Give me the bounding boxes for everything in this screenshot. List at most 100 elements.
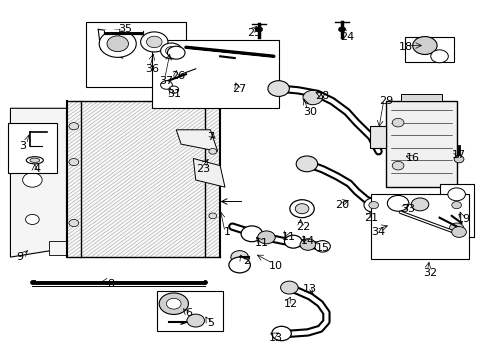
Circle shape xyxy=(208,213,216,219)
Text: 1: 1 xyxy=(224,227,230,237)
Text: 2: 2 xyxy=(243,256,250,266)
Text: 22: 22 xyxy=(295,222,309,231)
Circle shape xyxy=(241,226,262,242)
Text: 21: 21 xyxy=(364,213,378,222)
Text: 7: 7 xyxy=(206,132,213,142)
Text: 13: 13 xyxy=(269,333,283,343)
Circle shape xyxy=(230,251,248,264)
Circle shape xyxy=(391,161,403,170)
Circle shape xyxy=(159,293,188,315)
Circle shape xyxy=(412,37,436,54)
Text: 25: 25 xyxy=(247,28,261,38)
Text: 36: 36 xyxy=(144,64,159,74)
Circle shape xyxy=(141,32,167,52)
Text: 3: 3 xyxy=(19,141,26,151)
Circle shape xyxy=(451,202,461,209)
Circle shape xyxy=(166,298,181,309)
Circle shape xyxy=(69,158,79,166)
FancyBboxPatch shape xyxy=(385,101,456,187)
Text: 26: 26 xyxy=(171,71,185,81)
Circle shape xyxy=(300,239,315,250)
Text: 35: 35 xyxy=(118,24,132,35)
Circle shape xyxy=(69,123,79,130)
Circle shape xyxy=(69,220,79,226)
Circle shape xyxy=(99,30,136,57)
Circle shape xyxy=(160,81,172,89)
FancyBboxPatch shape xyxy=(8,123,57,173)
Circle shape xyxy=(303,90,322,105)
Text: 13: 13 xyxy=(303,284,317,294)
Text: 34: 34 xyxy=(371,227,385,237)
FancyBboxPatch shape xyxy=(49,241,66,255)
Circle shape xyxy=(107,36,128,51)
Text: 6: 6 xyxy=(184,308,191,318)
Circle shape xyxy=(386,195,408,211)
Circle shape xyxy=(430,50,447,63)
Polygon shape xyxy=(10,108,66,257)
Text: 9: 9 xyxy=(17,252,24,262)
Polygon shape xyxy=(176,130,217,151)
Circle shape xyxy=(314,240,330,252)
Text: 18: 18 xyxy=(398,42,412,52)
Circle shape xyxy=(22,173,42,187)
Circle shape xyxy=(25,215,39,225)
FancyBboxPatch shape xyxy=(439,184,473,237)
Circle shape xyxy=(363,198,383,212)
Bar xyxy=(66,101,220,257)
Ellipse shape xyxy=(26,157,43,164)
Circle shape xyxy=(338,27,345,32)
FancyBboxPatch shape xyxy=(400,94,441,101)
Circle shape xyxy=(167,46,184,59)
Text: 19: 19 xyxy=(456,215,470,224)
Circle shape xyxy=(410,198,428,211)
Text: 23: 23 xyxy=(196,164,210,174)
Circle shape xyxy=(160,43,182,59)
Text: 20: 20 xyxy=(334,200,348,210)
Text: 16: 16 xyxy=(405,153,419,163)
Circle shape xyxy=(295,204,308,214)
Circle shape xyxy=(228,257,250,273)
Text: 37: 37 xyxy=(159,76,173,86)
Circle shape xyxy=(368,202,378,209)
Circle shape xyxy=(257,231,275,244)
Text: 11: 11 xyxy=(281,232,295,242)
Text: 15: 15 xyxy=(315,243,329,253)
Text: 11: 11 xyxy=(254,238,268,248)
Text: 12: 12 xyxy=(283,299,297,309)
Text: 17: 17 xyxy=(451,150,465,160)
Circle shape xyxy=(267,81,289,96)
Text: 28: 28 xyxy=(315,91,329,101)
Text: 10: 10 xyxy=(269,261,283,271)
Text: 4: 4 xyxy=(34,164,41,174)
Polygon shape xyxy=(193,158,224,187)
FancyBboxPatch shape xyxy=(86,22,185,87)
Circle shape xyxy=(165,46,177,55)
FancyBboxPatch shape xyxy=(370,194,468,259)
Text: 24: 24 xyxy=(339,32,353,41)
Circle shape xyxy=(271,326,291,341)
Circle shape xyxy=(296,156,317,172)
Text: 27: 27 xyxy=(232,84,246,94)
Circle shape xyxy=(284,235,302,248)
FancyBboxPatch shape xyxy=(405,37,453,62)
Circle shape xyxy=(453,156,463,163)
Circle shape xyxy=(447,188,465,201)
Ellipse shape xyxy=(30,158,40,162)
Circle shape xyxy=(186,314,204,327)
Circle shape xyxy=(289,200,314,218)
FancyBboxPatch shape xyxy=(157,291,222,330)
Text: 31: 31 xyxy=(166,89,181,99)
Circle shape xyxy=(448,223,463,234)
Circle shape xyxy=(280,281,298,294)
FancyBboxPatch shape xyxy=(152,40,278,108)
Text: 32: 32 xyxy=(422,268,436,278)
Text: 5: 5 xyxy=(206,319,213,328)
Text: 33: 33 xyxy=(400,204,414,214)
FancyBboxPatch shape xyxy=(369,126,385,148)
Circle shape xyxy=(146,36,162,48)
Circle shape xyxy=(21,129,43,145)
Text: 30: 30 xyxy=(303,107,317,117)
Text: 14: 14 xyxy=(300,236,314,246)
Circle shape xyxy=(208,148,216,154)
Circle shape xyxy=(168,86,178,93)
